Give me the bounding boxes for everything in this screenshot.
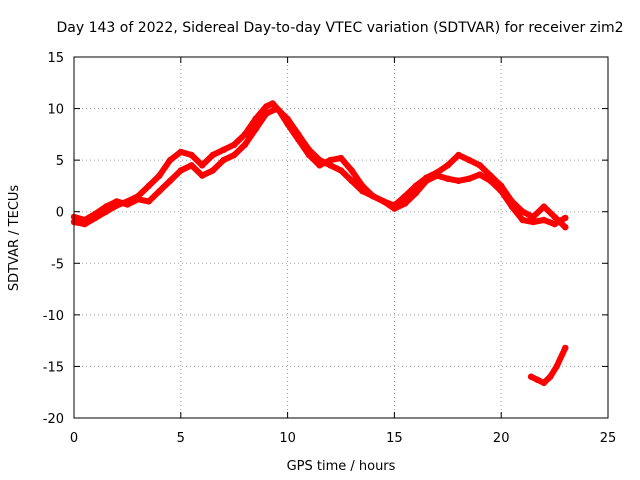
data-point — [327, 162, 334, 169]
data-point — [540, 379, 548, 387]
data-point — [540, 203, 548, 210]
data-point — [547, 373, 554, 380]
data-point — [534, 376, 541, 383]
data-point — [423, 174, 430, 181]
y-tick-label: -10 — [43, 309, 64, 324]
data-point — [530, 213, 537, 221]
data-point — [530, 218, 537, 226]
data-point — [102, 203, 110, 210]
data-point — [348, 167, 355, 174]
data-point — [466, 156, 473, 164]
data-point — [241, 141, 249, 148]
data-point — [209, 167, 216, 174]
data-point — [369, 193, 377, 200]
data-point — [199, 172, 206, 179]
data-point — [188, 151, 195, 159]
y-axis-label: SDTVAR / TECUs — [7, 185, 22, 292]
data-point — [455, 151, 462, 159]
data-point — [348, 177, 355, 184]
data-point — [433, 169, 441, 176]
y-tick-label: 10 — [47, 103, 64, 118]
data-point — [562, 214, 569, 222]
data-point — [519, 216, 526, 224]
x-tick-label: 25 — [600, 431, 617, 446]
data-point — [145, 182, 152, 190]
x-axis-label: GPS time / hours — [287, 459, 396, 474]
x-tick-label: 0 — [70, 431, 78, 446]
plot-frame — [73, 56, 609, 419]
data-point — [305, 146, 313, 153]
data-point — [487, 172, 494, 179]
data-point — [466, 175, 473, 182]
data-point — [269, 100, 276, 107]
data-point — [209, 151, 216, 159]
data-point — [562, 224, 569, 231]
y-tick-label: -20 — [43, 412, 64, 427]
data-point — [455, 177, 462, 184]
series-layer — [70, 100, 569, 387]
data-point — [401, 193, 409, 200]
x-tick-label: 20 — [493, 431, 510, 446]
data-point — [337, 154, 345, 162]
data-point — [476, 171, 483, 178]
data-point — [295, 131, 302, 138]
y-tick-label: 15 — [47, 51, 64, 66]
data-point — [134, 196, 142, 203]
data-point — [113, 198, 120, 205]
data-point — [263, 103, 270, 110]
data-point — [124, 201, 131, 208]
data-point — [188, 162, 195, 169]
data-point — [444, 175, 451, 182]
data-point — [156, 172, 163, 179]
data-point — [220, 146, 227, 153]
data-point — [401, 200, 409, 207]
grid-layer — [74, 57, 608, 418]
data-point — [199, 162, 206, 169]
data-point — [145, 198, 152, 205]
data-point — [166, 177, 174, 184]
data-point — [241, 131, 249, 138]
data-point — [412, 182, 419, 190]
data-point — [508, 198, 516, 205]
y-tick-label: -5 — [51, 257, 64, 272]
data-point — [263, 110, 270, 117]
data-point — [391, 202, 398, 209]
data-point — [316, 156, 323, 164]
y-tick-label: -15 — [43, 360, 64, 375]
data-point — [156, 187, 163, 195]
data-point — [252, 115, 259, 123]
data-point — [553, 363, 560, 370]
data-point — [476, 162, 483, 169]
data-point — [337, 167, 345, 174]
data-point — [92, 210, 99, 217]
data-point — [380, 198, 387, 205]
data-point — [177, 167, 184, 174]
data-point — [562, 344, 569, 352]
data-point — [359, 187, 366, 195]
chart-title: Day 143 of 2022, Sidereal Day-to-day VTE… — [57, 20, 624, 36]
data-point — [444, 162, 451, 169]
data-point — [252, 126, 259, 133]
data-point — [498, 182, 505, 190]
y-tick-label: 0 — [56, 206, 64, 221]
data-point — [220, 156, 227, 164]
x-tick-label: 5 — [177, 431, 185, 446]
y-tick-label: 5 — [56, 154, 64, 169]
data-point — [81, 216, 88, 224]
data-point — [231, 141, 238, 148]
x-tick-label: 10 — [279, 431, 296, 446]
data-point — [166, 156, 174, 164]
data-point — [527, 373, 535, 380]
data-point — [231, 151, 238, 159]
data-point — [177, 148, 184, 156]
tick-layer: 0 5 10 15 20 25 -20 -15 -10 -5 0 5 10 15 — [43, 51, 617, 446]
data-point — [284, 115, 291, 123]
data-point — [540, 216, 548, 224]
x-tick-label: 15 — [386, 431, 403, 446]
data-point — [551, 213, 558, 221]
data-point — [519, 208, 526, 215]
data-point — [273, 105, 281, 112]
